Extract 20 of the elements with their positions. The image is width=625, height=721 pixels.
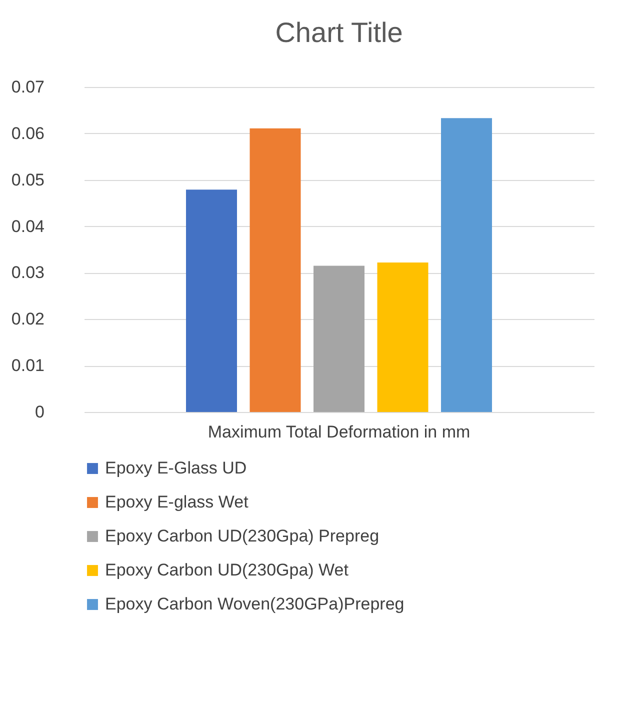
legend-label: Epoxy Carbon UD(230Gpa) Prepreg: [105, 526, 380, 546]
bar: [186, 190, 237, 412]
legend-label: Epoxy E-glass Wet: [105, 492, 249, 512]
y-tick-label: 0.05: [11, 170, 44, 190]
y-tick-label: 0: [35, 402, 44, 422]
legend-label: Epoxy Carbon UD(230Gpa) Wet: [105, 560, 349, 580]
y-tick-label: 0.02: [11, 310, 44, 329]
y-tick-label: 0.06: [11, 124, 44, 143]
bar: [441, 118, 492, 412]
y-tick-label: 0.04: [11, 216, 44, 236]
legend-label: Epoxy Carbon Woven(230GPa)Prepreg: [105, 594, 404, 614]
y-tick-label: 0.03: [11, 263, 44, 282]
x-tick-label: Maximum Total Deformation in mm: [208, 422, 470, 442]
bar: [250, 128, 301, 412]
bar: [314, 266, 364, 412]
chart-title: Chart Title: [275, 17, 403, 48]
bar: [377, 262, 428, 412]
legend-label: Epoxy E-Glass UD: [105, 458, 247, 478]
y-tick-label: 0.07: [11, 78, 44, 96]
y-tick-label: 0.01: [11, 356, 44, 376]
